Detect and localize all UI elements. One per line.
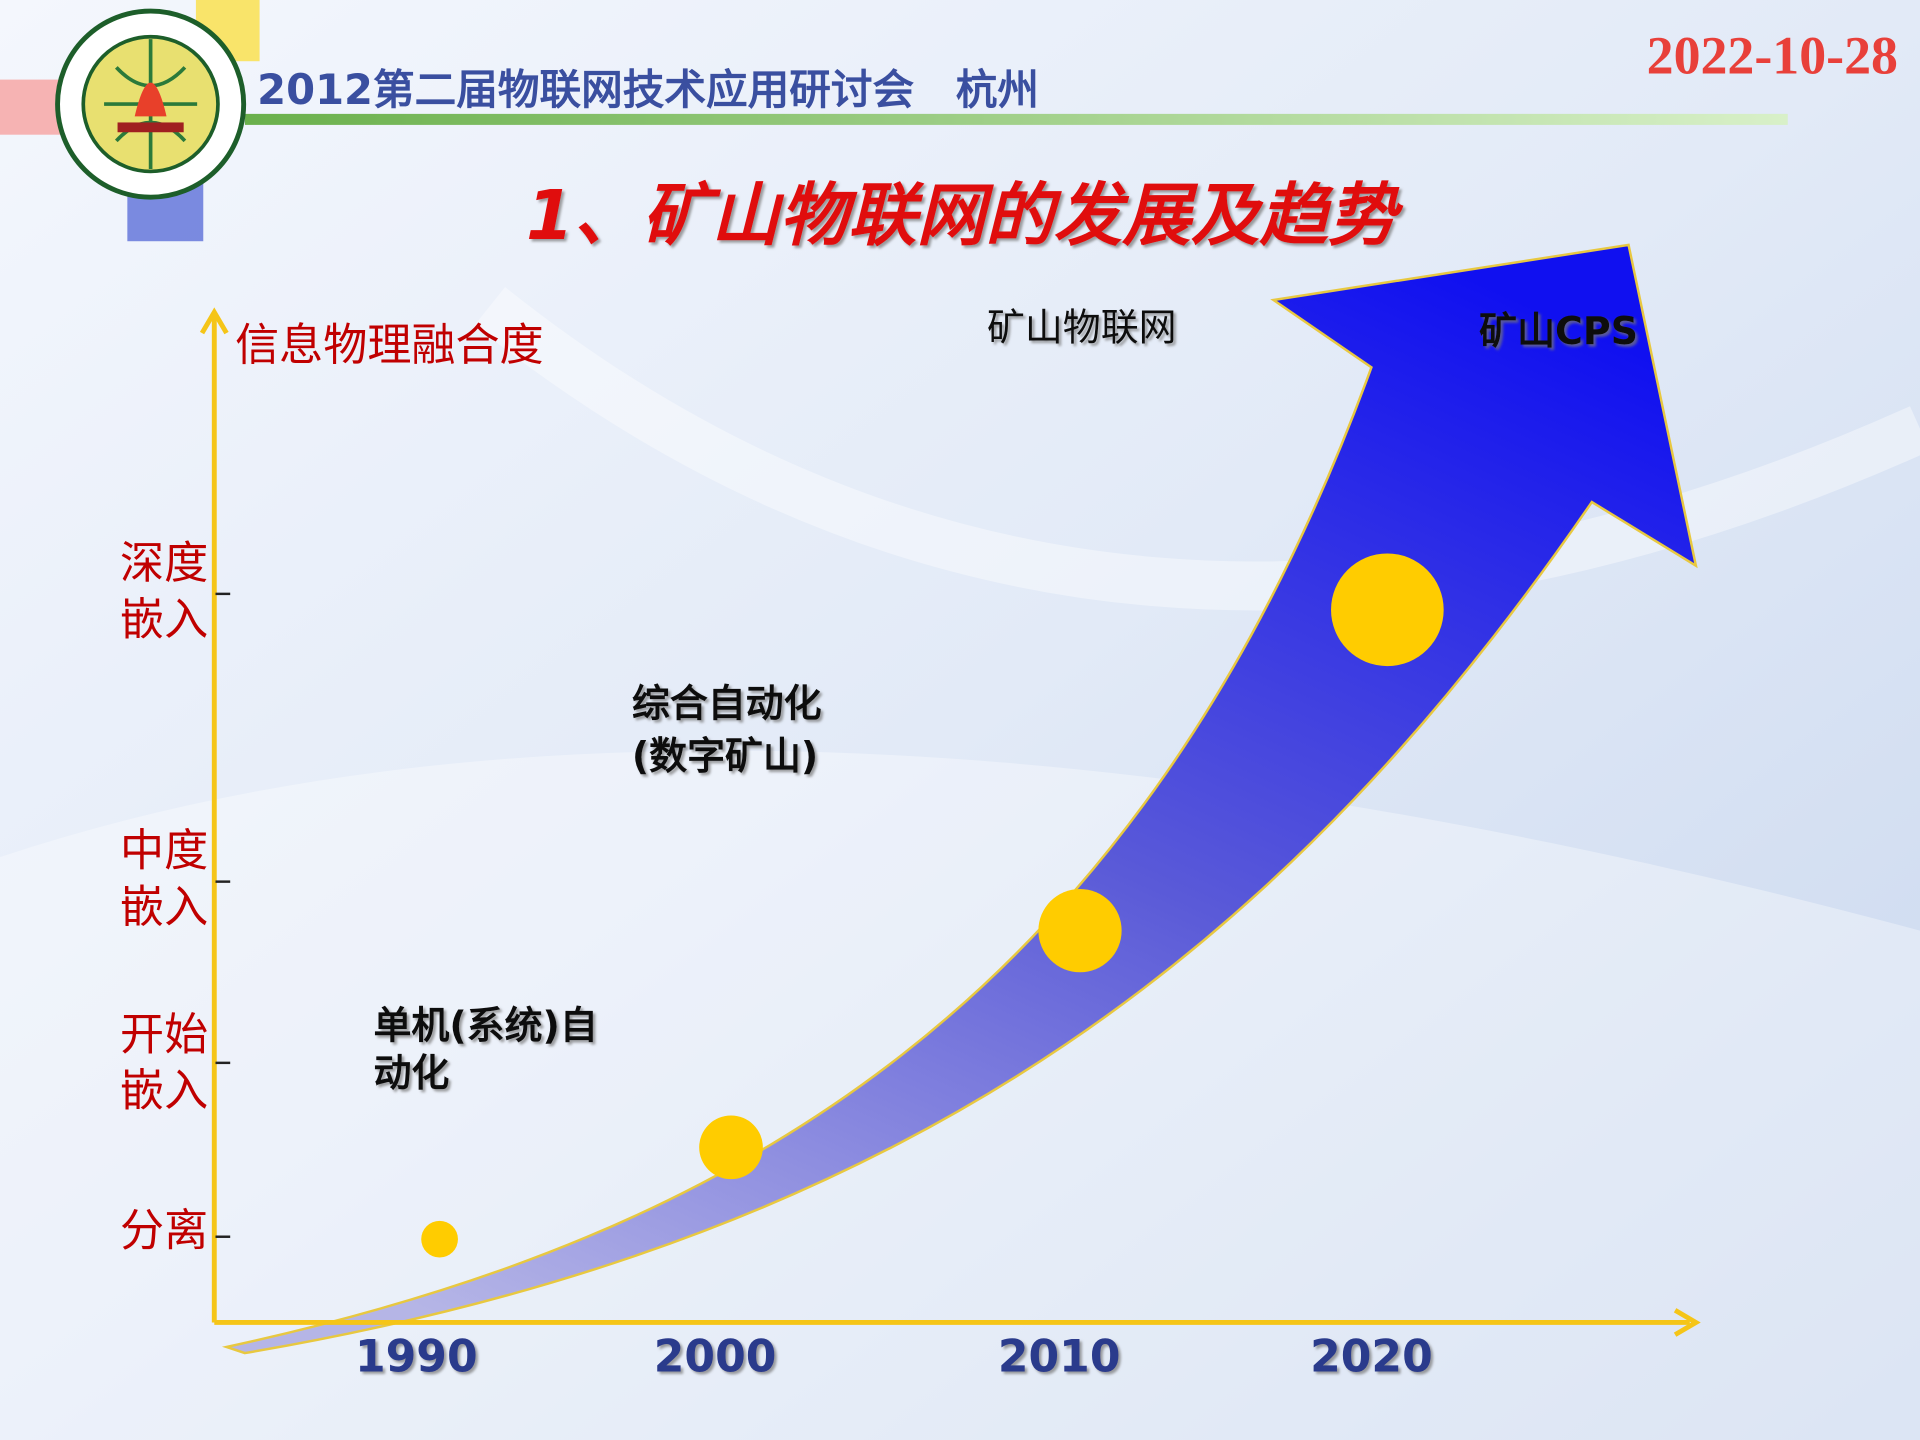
x-labels: 1990 2000 2010 2020 <box>355 1331 1433 1382</box>
header-rule <box>244 113 1788 125</box>
slide-title: 1、矿山物联网的发展及趋势 <box>526 176 1404 256</box>
x-label: 1990 <box>355 1331 478 1382</box>
y-level-label: 嵌入 <box>120 1066 208 1117</box>
stage-label: 综合自动化 <box>632 681 822 725</box>
axes <box>199 307 1701 1337</box>
y-level-label: 嵌入 <box>120 594 208 645</box>
conference-title: 2012第二届物联网技术应用研讨会 杭州 <box>257 65 1039 114</box>
y-level-label: 深度 <box>120 538 208 589</box>
milestone-dot <box>421 1220 458 1258</box>
milestone-dot <box>1331 553 1444 667</box>
y-level-label: 开始 <box>120 1009 208 1060</box>
stage-label: 动化 <box>373 1051 449 1095</box>
milestones <box>421 553 1444 1258</box>
x-label: 2000 <box>654 1331 777 1382</box>
stage-labels: 单机(系统)自动化 综合自动化 (数字矿山) 矿山物联网 矿山CPS <box>373 305 1638 1095</box>
x-label: 2020 <box>1310 1331 1433 1382</box>
milestone-dot <box>699 1115 763 1180</box>
stage-label: 矿山物联网 <box>987 305 1177 349</box>
y-level-label: 中度 <box>120 826 208 877</box>
y-level-label: 嵌入 <box>120 882 208 933</box>
y-axis-label: 信息物理融合度 <box>235 320 544 371</box>
milestone-dot <box>1038 888 1122 973</box>
stage-label: 矿山CPS <box>1479 309 1638 353</box>
stage-label: (数字矿山) <box>632 734 818 778</box>
y-level-label: 分离 <box>120 1205 208 1256</box>
stage-label: 单机(系统)自 <box>373 1003 597 1047</box>
y-ticks <box>215 592 231 1238</box>
date: 2022-10-28 <box>1647 25 1898 85</box>
university-logo <box>55 8 247 200</box>
x-label: 2010 <box>998 1331 1121 1382</box>
